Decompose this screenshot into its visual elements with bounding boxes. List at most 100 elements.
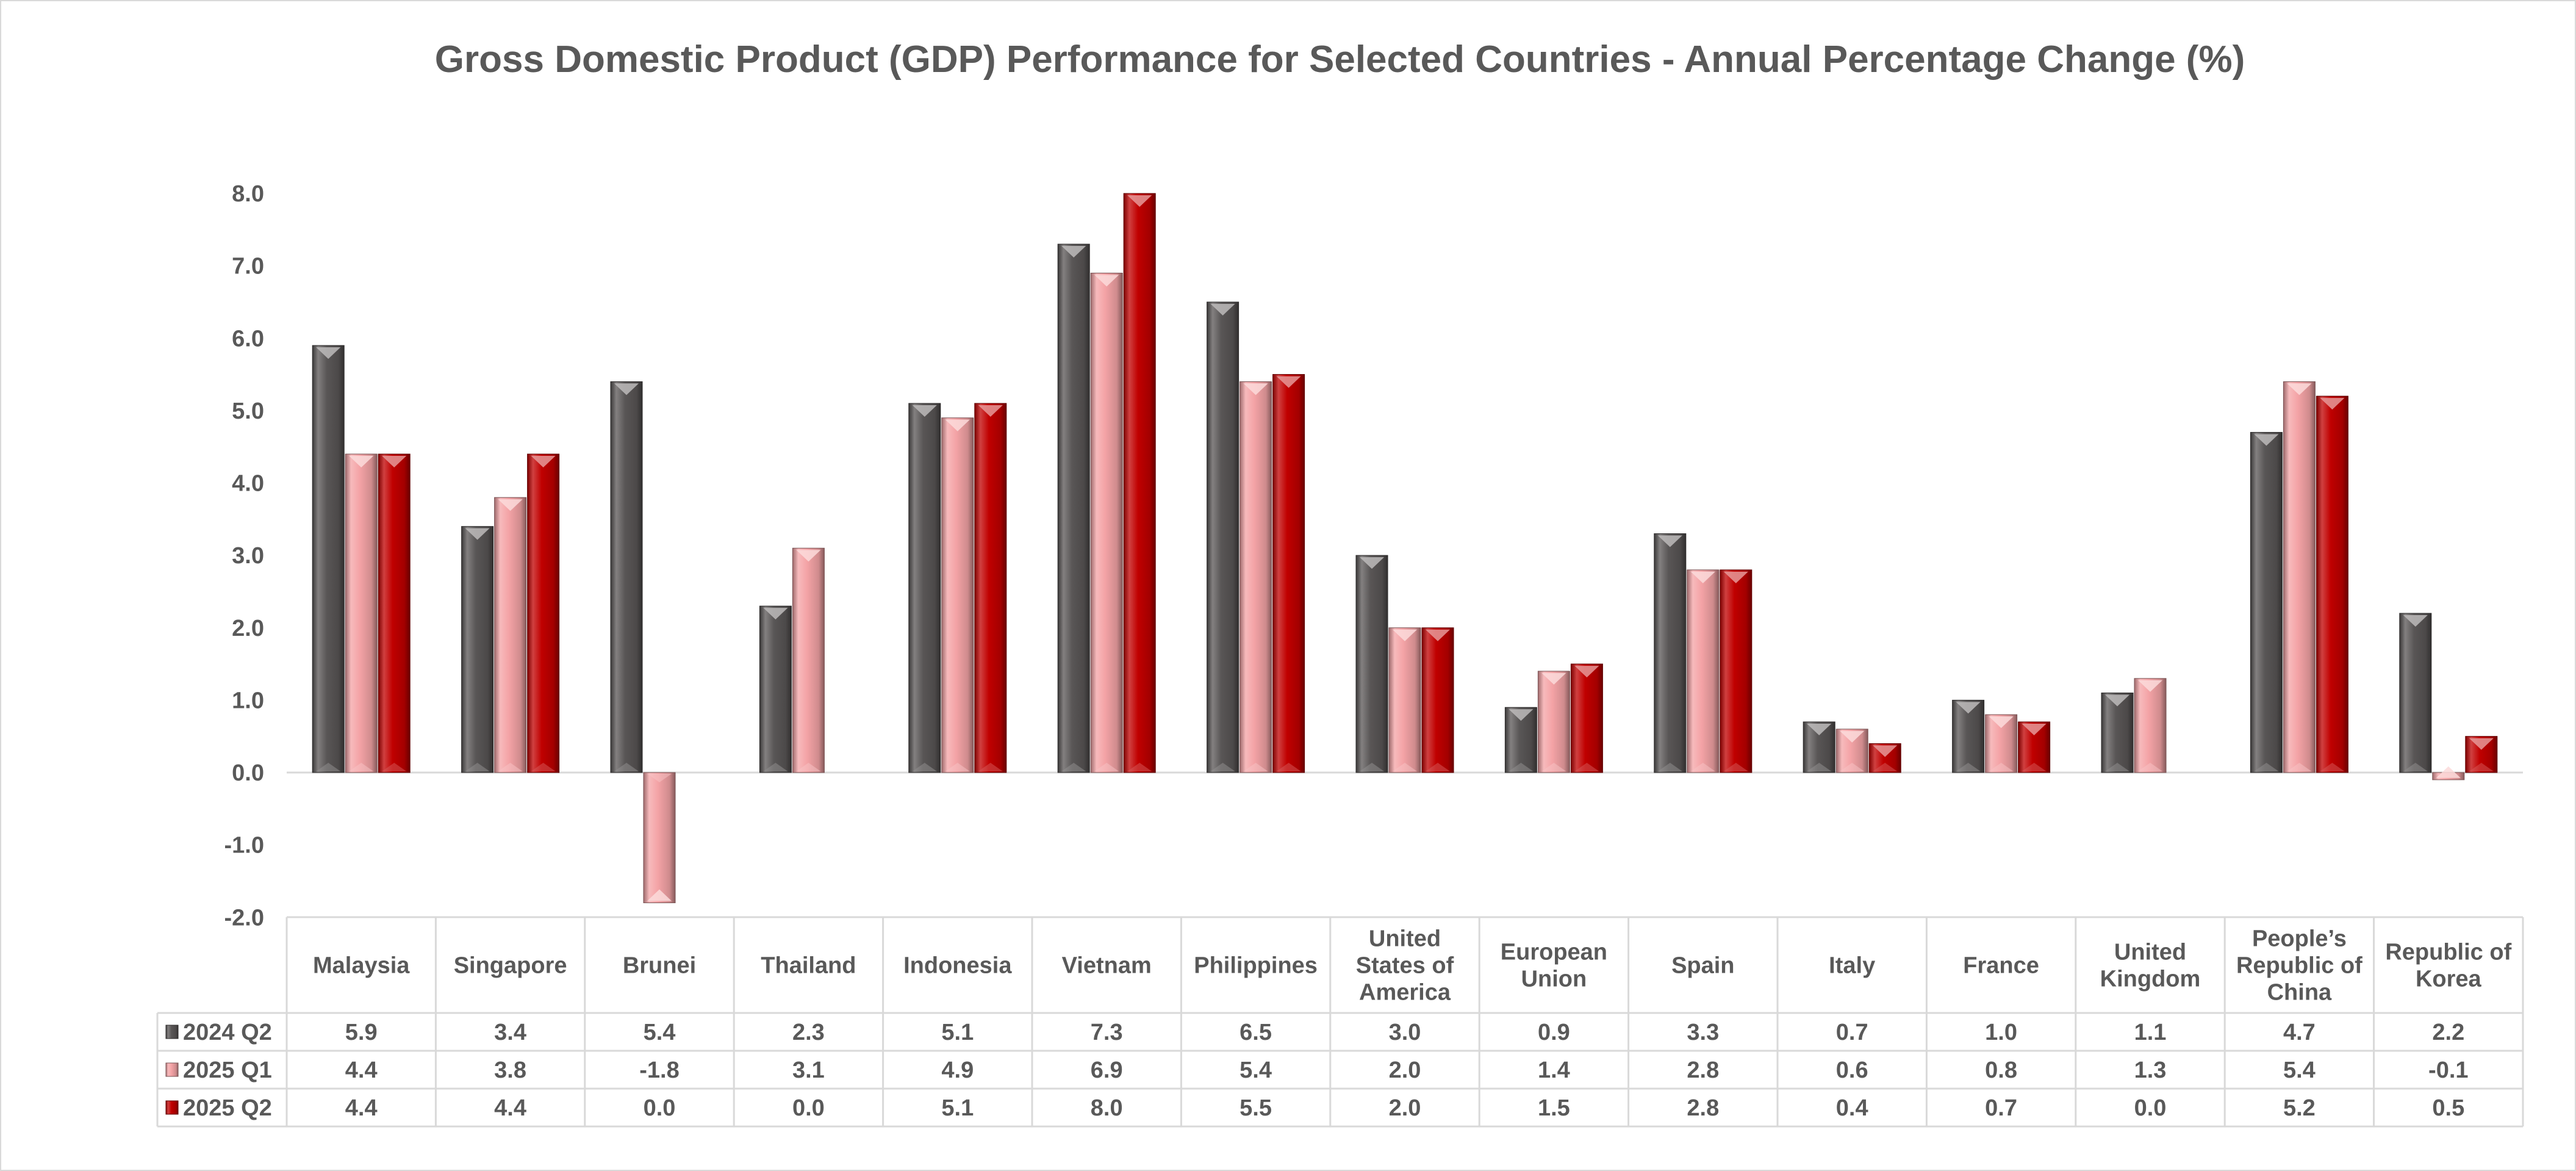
bar-spain-2024-q2-cap — [1657, 535, 1682, 547]
bar-republic-of-korea-2025-q2-cap — [2469, 738, 2494, 750]
data-label-vietnam-2024-q2: 7.3 — [1091, 1020, 1123, 1045]
bar-philippines-2025-q1-cap — [1243, 383, 1268, 395]
bar-malaysia-2024-q2 — [312, 345, 345, 773]
bar-european-union-2025-q1 — [1537, 671, 1570, 773]
data-label-spain-2024-q2: 3.3 — [1687, 1020, 1719, 1045]
data-label-malaysia-2025-q1: 4.4 — [345, 1058, 378, 1083]
bar-united-states-of-america-2025-q1 — [1388, 627, 1421, 773]
bar-republic-of-korea-2024-q2-cap — [2403, 615, 2428, 627]
bar-vietnam-2024-q2 — [1057, 243, 1090, 773]
bar-european-union-2025-q2 — [1570, 663, 1603, 773]
bar-italy-2024-q2-base — [1807, 763, 1832, 771]
data-label-united-states-of-america-2025-q2: 2.0 — [1389, 1095, 1421, 1121]
data-label-vietnam-2025-q1: 6.9 — [1091, 1058, 1123, 1083]
bar-vietnam-2025-q1 — [1090, 272, 1123, 773]
bar-united-states-of-america-2024-q2-cap — [1360, 557, 1384, 569]
bar-philippines-2024-q2-cap — [1210, 303, 1235, 315]
x-tick-label-united-states-of-america: United States of America — [1356, 926, 1454, 1006]
data-label-united-states-of-america-2025-q1: 2.0 — [1389, 1058, 1421, 1083]
data-label-republic-of-korea-2025-q1: -0.1 — [2428, 1058, 2468, 1083]
data-label-republic-of-korea-2025-q2: 0.5 — [2432, 1095, 2464, 1121]
bar-philippines-2025-q1 — [1240, 381, 1272, 773]
bar-philippines-2025-q2-base — [1276, 763, 1301, 771]
bar-people-s-republic-of-china-2025-q2-base — [2320, 763, 2345, 771]
bar-singapore-2025-q1 — [494, 497, 527, 773]
bar-united-kingdom-2024-q2-base — [2105, 763, 2129, 771]
data-label-vietnam-2025-q2: 8.0 — [1091, 1095, 1123, 1121]
bar-indonesia-2025-q1 — [941, 417, 974, 773]
bar-european-union-2024-q2-cap — [1509, 709, 1534, 721]
data-label-people-s-republic-of-china-2025-q2: 5.2 — [2283, 1095, 2316, 1121]
x-tick-label-people-s-republic-of-china: People’s Republic of China — [2236, 926, 2363, 1006]
x-tick-label-spain: Spain — [1671, 953, 1734, 979]
bar-singapore-2025-q2 — [527, 453, 560, 773]
bar-european-union-2025-q2-base — [1574, 763, 1599, 771]
bar-vietnam-2025-q1-cap — [1094, 275, 1119, 287]
y-tick-label: 6.0 — [232, 326, 264, 351]
bar-united-kingdom-2025-q1-base — [2138, 763, 2162, 771]
bar-spain-2024-q2-base — [1657, 763, 1682, 771]
data-label-italy-2025-q2: 0.4 — [1836, 1095, 1868, 1121]
bar-singapore-2025-q2-base — [531, 763, 556, 771]
bar-people-s-republic-of-china-2024-q2-cap — [2254, 434, 2279, 446]
bar-indonesia-2025-q1-cap — [945, 419, 970, 431]
bar-malaysia-2024-q2-cap — [316, 347, 341, 359]
data-label-philippines-2025-q1: 5.4 — [1240, 1058, 1272, 1083]
data-label-france-2025-q1: 0.8 — [1985, 1058, 2017, 1083]
data-label-italy-2024-q2: 0.7 — [1836, 1020, 1868, 1045]
bar-united-kingdom-2024-q2-cap — [2105, 694, 2129, 707]
bar-indonesia-2024-q2 — [908, 403, 941, 773]
bar-people-s-republic-of-china-2025-q1-cap — [2287, 383, 2312, 395]
bar-france-2025-q2-base — [2022, 763, 2047, 771]
bar-republic-of-korea-2025-q1-cap — [2436, 766, 2461, 778]
bar-indonesia-2024-q2-base — [912, 763, 937, 771]
data-label-european-union-2025-q2: 1.5 — [1538, 1095, 1570, 1121]
bar-france-2025-q1-cap — [1989, 716, 2014, 729]
bar-france-2025-q2-cap — [2022, 723, 2047, 735]
bar-thailand-2024-q2-base — [763, 763, 788, 771]
bar-brunei-2024-q2-base — [614, 763, 639, 771]
bar-spain-2025-q1 — [1687, 569, 1720, 773]
legend-label-2024-q2: 2024 Q2 — [183, 1020, 272, 1045]
bar-singapore-2025-q1-cap — [498, 499, 523, 511]
bar-united-states-of-america-2024-q2 — [1355, 555, 1388, 773]
bar-singapore-2024-q2 — [461, 526, 494, 773]
bar-thailand-2025-q1 — [792, 547, 825, 773]
bar-spain-2025-q2-base — [1723, 763, 1748, 771]
bar-italy-2025-q1-base — [1840, 763, 1865, 771]
data-label-people-s-republic-of-china-2024-q2: 4.7 — [2283, 1020, 2316, 1045]
data-label-brunei-2025-q1: -1.8 — [639, 1058, 679, 1083]
bar-malaysia-2025-q1 — [345, 453, 378, 773]
bar-united-states-of-america-2025-q1-cap — [1393, 629, 1417, 641]
data-label-european-union-2025-q1: 1.4 — [1538, 1058, 1570, 1083]
bar-singapore-2024-q2-base — [465, 763, 490, 771]
bar-people-s-republic-of-china-2024-q2-base — [2254, 763, 2279, 771]
y-tick-label: 2.0 — [232, 616, 264, 641]
data-label-spain-2025-q2: 2.8 — [1687, 1095, 1719, 1121]
bar-italy-2024-q2-cap — [1807, 723, 1832, 735]
x-tick-label-philippines: Philippines — [1194, 953, 1318, 979]
data-label-indonesia-2025-q1: 4.9 — [941, 1058, 974, 1083]
bar-italy-2025-q1-cap — [1840, 730, 1865, 743]
y-tick-label: 7.0 — [232, 254, 264, 279]
bar-vietnam-2025-q1-base — [1094, 763, 1119, 771]
bar-united-kingdom-2025-q1 — [2134, 678, 2167, 773]
y-tick-label: 5.0 — [232, 398, 264, 424]
data-label-people-s-republic-of-china-2025-q1: 5.4 — [2283, 1058, 2316, 1083]
data-label-united-states-of-america-2024-q2: 3.0 — [1389, 1020, 1421, 1045]
data-label-european-union-2024-q2: 0.9 — [1538, 1020, 1570, 1045]
bar-united-kingdom-2025-q1-cap — [2138, 680, 2162, 692]
data-label-france-2025-q2: 0.7 — [1985, 1095, 2017, 1121]
bar-malaysia-2025-q2-cap — [382, 456, 407, 468]
bar-malaysia-2025-q2 — [378, 453, 411, 773]
data-label-indonesia-2024-q2: 5.1 — [941, 1020, 974, 1045]
x-tick-label-republic-of-korea: Republic of Korea — [2385, 940, 2511, 992]
x-tick-label-malaysia: Malaysia — [313, 953, 410, 979]
bar-thailand-2025-q1-cap — [796, 550, 821, 562]
bar-people-s-republic-of-china-2025-q1-base — [2287, 763, 2312, 771]
bar-spain-2025-q1-base — [1690, 763, 1715, 771]
bar-brunei-2024-q2-cap — [614, 383, 639, 395]
data-label-singapore-2025-q2: 4.4 — [494, 1095, 526, 1121]
data-label-philippines-2025-q2: 5.5 — [1240, 1095, 1272, 1121]
bar-indonesia-2025-q2 — [974, 403, 1007, 773]
